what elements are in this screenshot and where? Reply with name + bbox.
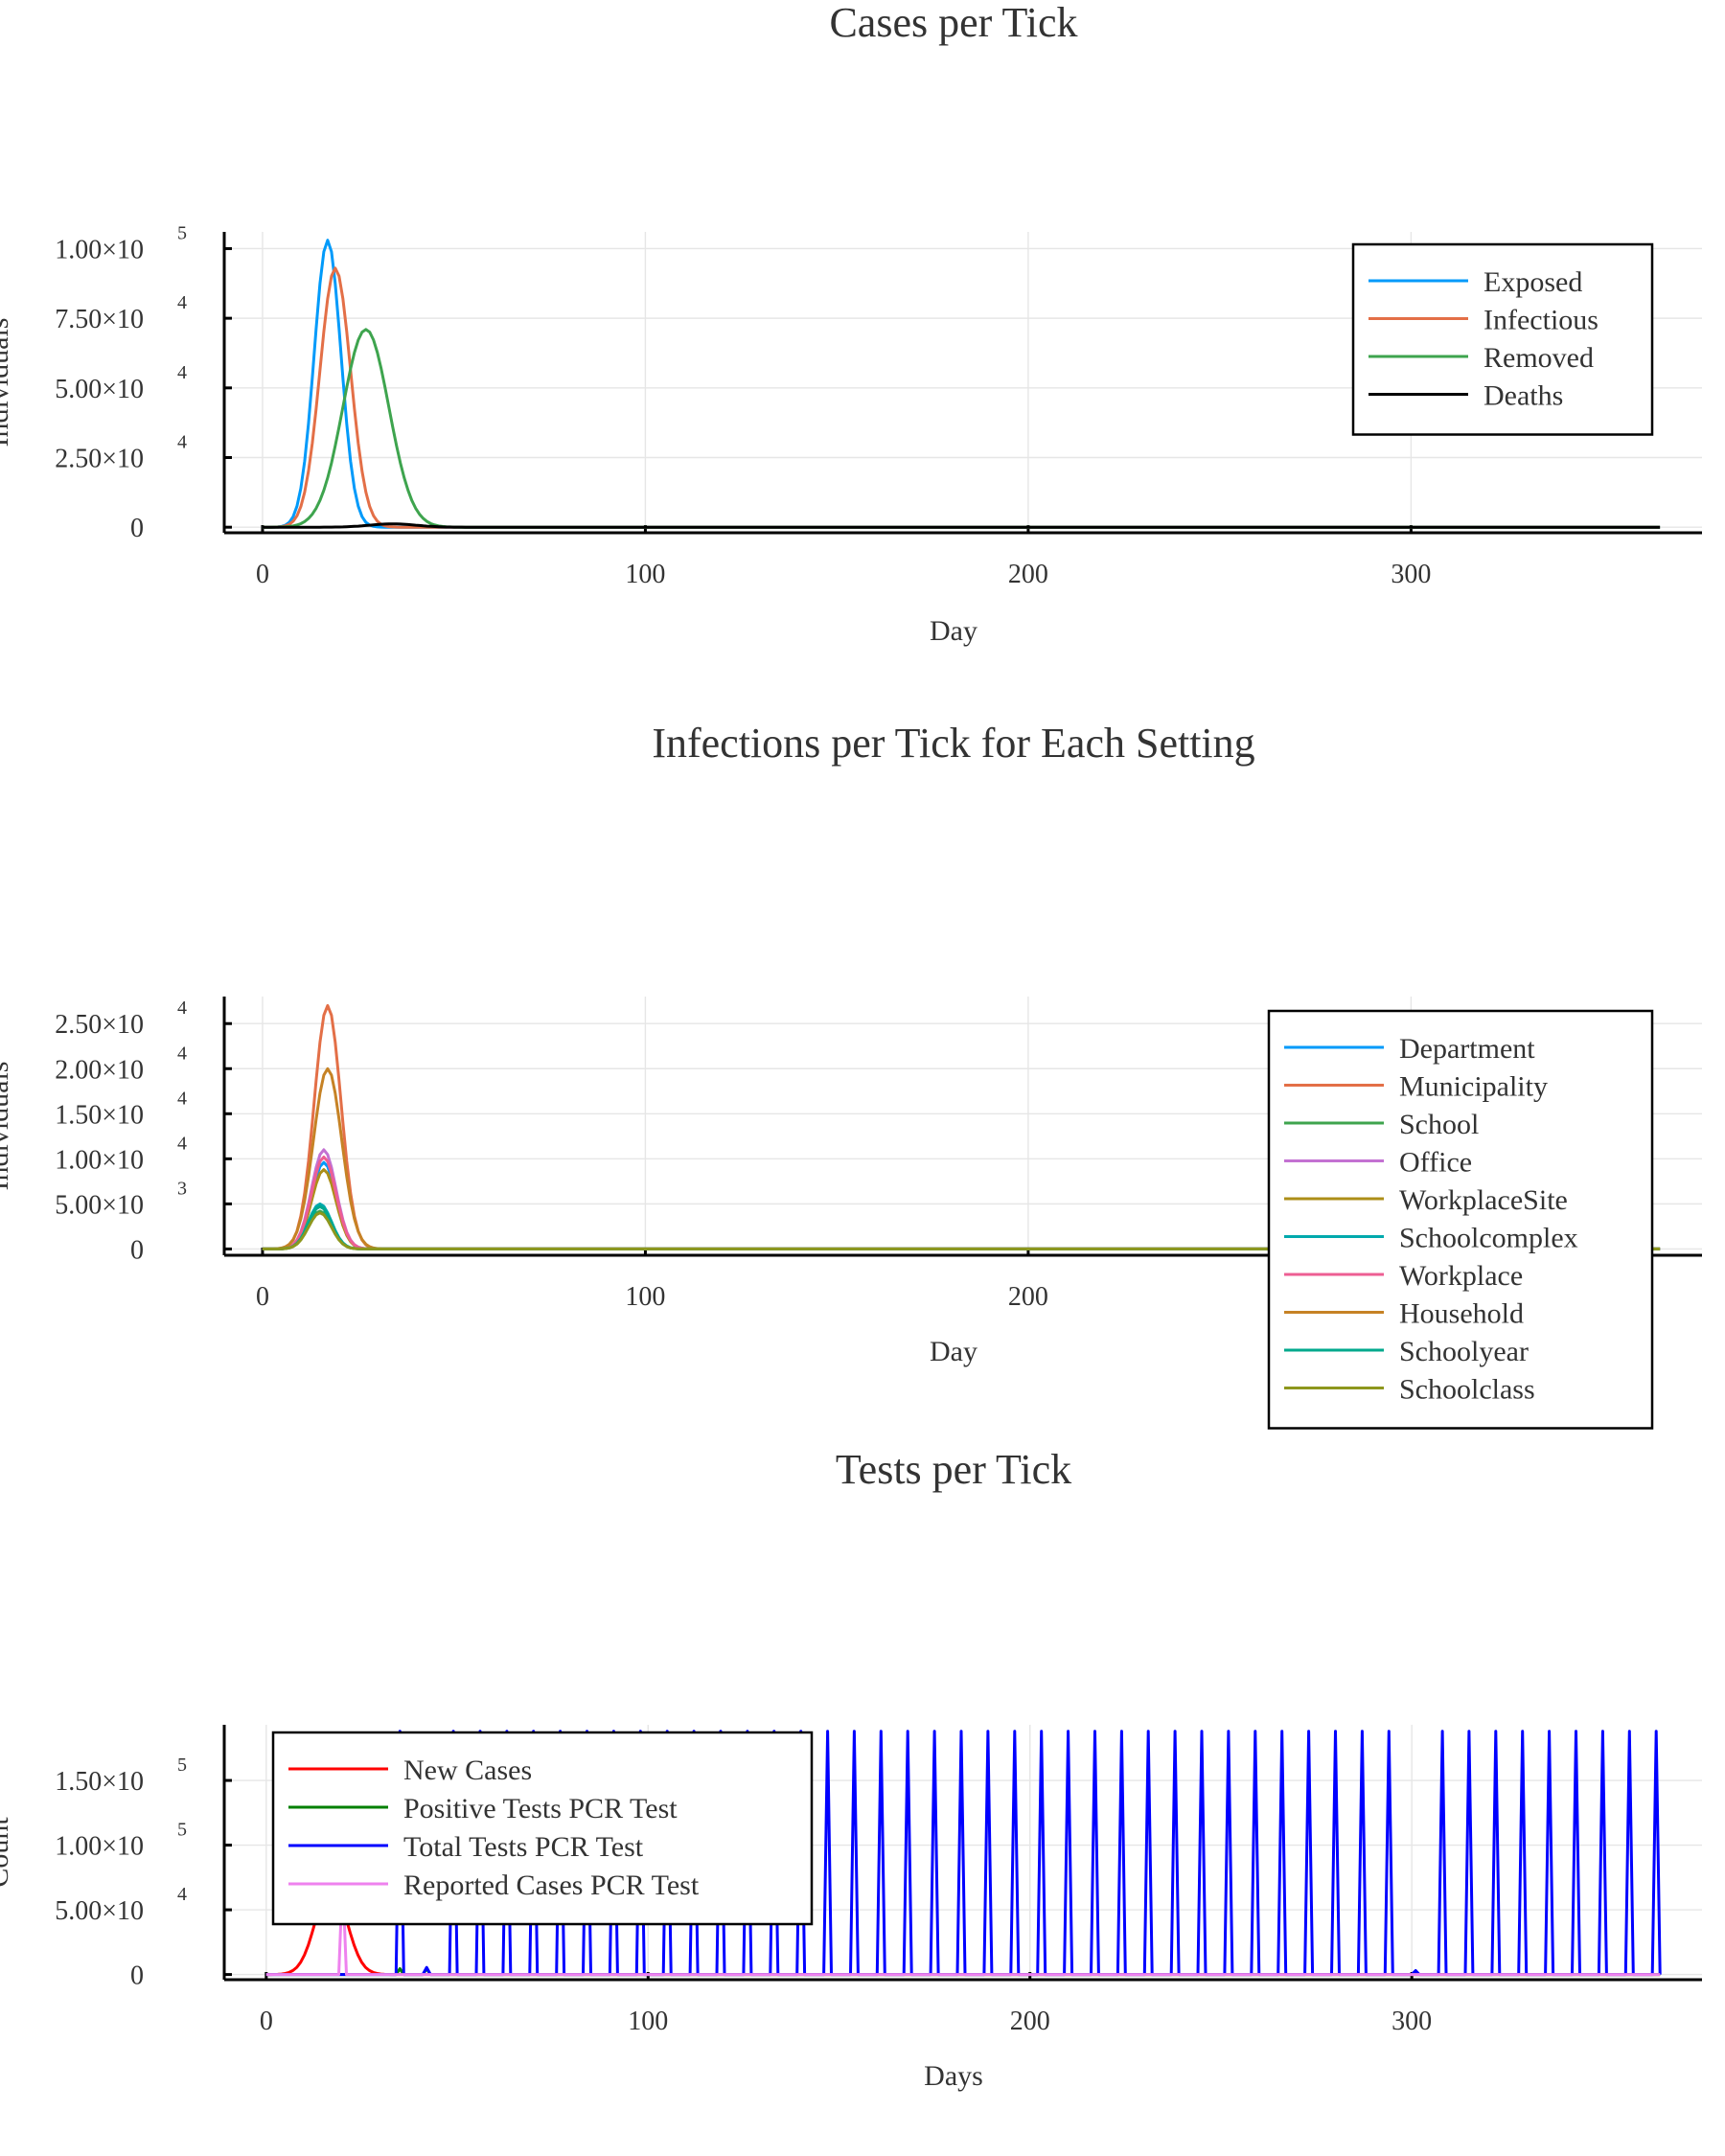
y-tick-exponent: 5 [177, 222, 187, 243]
x-axis-label: Day [930, 615, 978, 647]
x-tick-label: 200 [1010, 2007, 1050, 2036]
y-tick-label: 7.50×10 [55, 305, 144, 334]
y-tick-exponent: 4 [177, 998, 187, 1019]
y-tick-exponent: 4 [177, 362, 187, 383]
legend-item: Schoolyear [1284, 1336, 1529, 1367]
y-axis-label: Individuals [0, 318, 14, 447]
legend: New Cases Positive Tests PCR Test Total Te… [271, 1731, 814, 1926]
legend-label: Positive Tests PCR Test [403, 1793, 678, 1824]
y-tick-label: 2.00×10 [55, 1055, 144, 1085]
legend-label: Schoolcomplex [1399, 1223, 1578, 1254]
legend-item: Municipality [1284, 1071, 1548, 1103]
legend-item: WorkplaceSite [1284, 1184, 1568, 1216]
y-tick-exponent: 4 [177, 432, 187, 453]
legend-item: New Cases [288, 1755, 532, 1786]
legend-item: Schoolcomplex [1284, 1223, 1578, 1254]
chart-title: Cases per Tick [829, 0, 1077, 46]
legend: Exposed Infectious Removed Deaths [1351, 242, 1654, 436]
legend-label: Removed [1484, 342, 1594, 374]
chart-title: Infections per Tick for Each Setting [652, 720, 1254, 767]
series-line-deaths [262, 522, 1661, 529]
y-tick-exponent: 4 [177, 1088, 187, 1109]
y-tick-label: 2.50×10 [55, 445, 144, 474]
y-tick-label: 0 [130, 514, 144, 543]
legend-label: Reported Cases PCR Test [403, 1869, 700, 1901]
legend-item: Schoolclass [1284, 1374, 1535, 1406]
legend-item: Office [1284, 1147, 1472, 1179]
x-tick-label: 0 [256, 1282, 269, 1312]
legend-label: WorkplaceSite [1399, 1184, 1568, 1216]
legend-label: Infectious [1484, 305, 1598, 336]
y-tick-exponent: 5 [177, 1755, 187, 1776]
legend-item: Positive Tests PCR Test [288, 1793, 678, 1824]
x-tick-label: 0 [256, 560, 269, 589]
y-tick-label: 5.00×10 [55, 1190, 144, 1220]
legend-label: School [1399, 1109, 1479, 1140]
legend: Department Municipality School Office Workpl… [1267, 1009, 1654, 1430]
y-tick-label: 2.50×10 [55, 1010, 144, 1040]
legend-label: Deaths [1484, 380, 1563, 412]
legend-item: Deaths [1368, 380, 1563, 412]
legend-item: Household [1284, 1298, 1524, 1330]
chart-title: Tests per Tick [836, 1446, 1071, 1493]
x-tick-label: 100 [628, 2007, 668, 2036]
y-tick-exponent: 5 [177, 1820, 187, 1841]
legend-box [1351, 242, 1654, 436]
y-tick-label: 1.00×10 [55, 235, 144, 264]
y-axis-label: Individuals [0, 1062, 14, 1191]
legend-label: Schoolyear [1399, 1336, 1529, 1367]
x-tick-label: 200 [1008, 1282, 1048, 1312]
y-tick-exponent: 4 [177, 1043, 187, 1064]
legend-box [271, 1731, 814, 1926]
legend-label: New Cases [403, 1755, 532, 1786]
x-tick-label: 0 [260, 2007, 273, 2036]
legend-item: Reported Cases PCR Test [288, 1869, 700, 1901]
legend-label: Total Tests PCR Test [403, 1831, 644, 1863]
legend-label: Workplace [1399, 1260, 1523, 1292]
legend-item: Department [1284, 1033, 1535, 1065]
series-line-reported-cases-pcr-test [265, 1875, 1661, 1977]
legend-box [1267, 1009, 1654, 1430]
y-tick-label: 1.50×10 [55, 1100, 144, 1130]
chart-3: Tests per Tick 0 100 200 300 0 5.00×10 4 1.00×10… [0, 1446, 1702, 2092]
legend-item: Workplace [1284, 1260, 1523, 1292]
legend-label: Exposed [1484, 266, 1582, 298]
legend-item: School [1284, 1109, 1479, 1140]
legend-item: Infectious [1368, 305, 1598, 336]
legend-item: Removed [1368, 342, 1594, 374]
y-tick-label: 1.00×10 [55, 1145, 144, 1175]
y-tick-label: 0 [130, 1961, 144, 1991]
x-tick-label: 100 [625, 1282, 665, 1312]
y-tick-exponent: 4 [177, 1884, 187, 1905]
legend-label: Office [1399, 1147, 1472, 1179]
legend-label: Municipality [1399, 1071, 1548, 1103]
y-axis-label: Count [0, 1817, 14, 1888]
y-tick-exponent: 4 [177, 292, 187, 313]
x-tick-label: 300 [1391, 560, 1431, 589]
chart-1: Cases per Tick 0 100 200 300 0 2.50×10 4 5.00×10… [0, 0, 1702, 647]
legend-label: Household [1399, 1298, 1524, 1330]
x-tick-label: 200 [1008, 560, 1048, 589]
x-axis-label: Days [924, 2060, 983, 2092]
y-tick-label: 1.50×10 [55, 1767, 144, 1797]
legend-label: Schoolclass [1399, 1374, 1535, 1406]
x-axis-label: Day [930, 1336, 978, 1367]
legend-item: Total Tests PCR Test [288, 1831, 644, 1863]
legend-label: Department [1399, 1033, 1535, 1065]
y-tick-exponent: 4 [177, 1133, 187, 1154]
y-tick-label: 0 [130, 1235, 144, 1265]
y-tick-label: 5.00×10 [55, 1896, 144, 1926]
y-tick-label: 1.00×10 [55, 1832, 144, 1862]
chart-2: Infections per Tick for Each Setting 0 100… [0, 720, 1702, 1430]
y-tick-label: 5.00×10 [55, 375, 144, 404]
legend-item: Exposed [1368, 266, 1582, 298]
x-tick-label: 100 [625, 560, 665, 589]
x-tick-label: 300 [1392, 2007, 1432, 2036]
y-tick-exponent: 3 [177, 1178, 187, 1199]
